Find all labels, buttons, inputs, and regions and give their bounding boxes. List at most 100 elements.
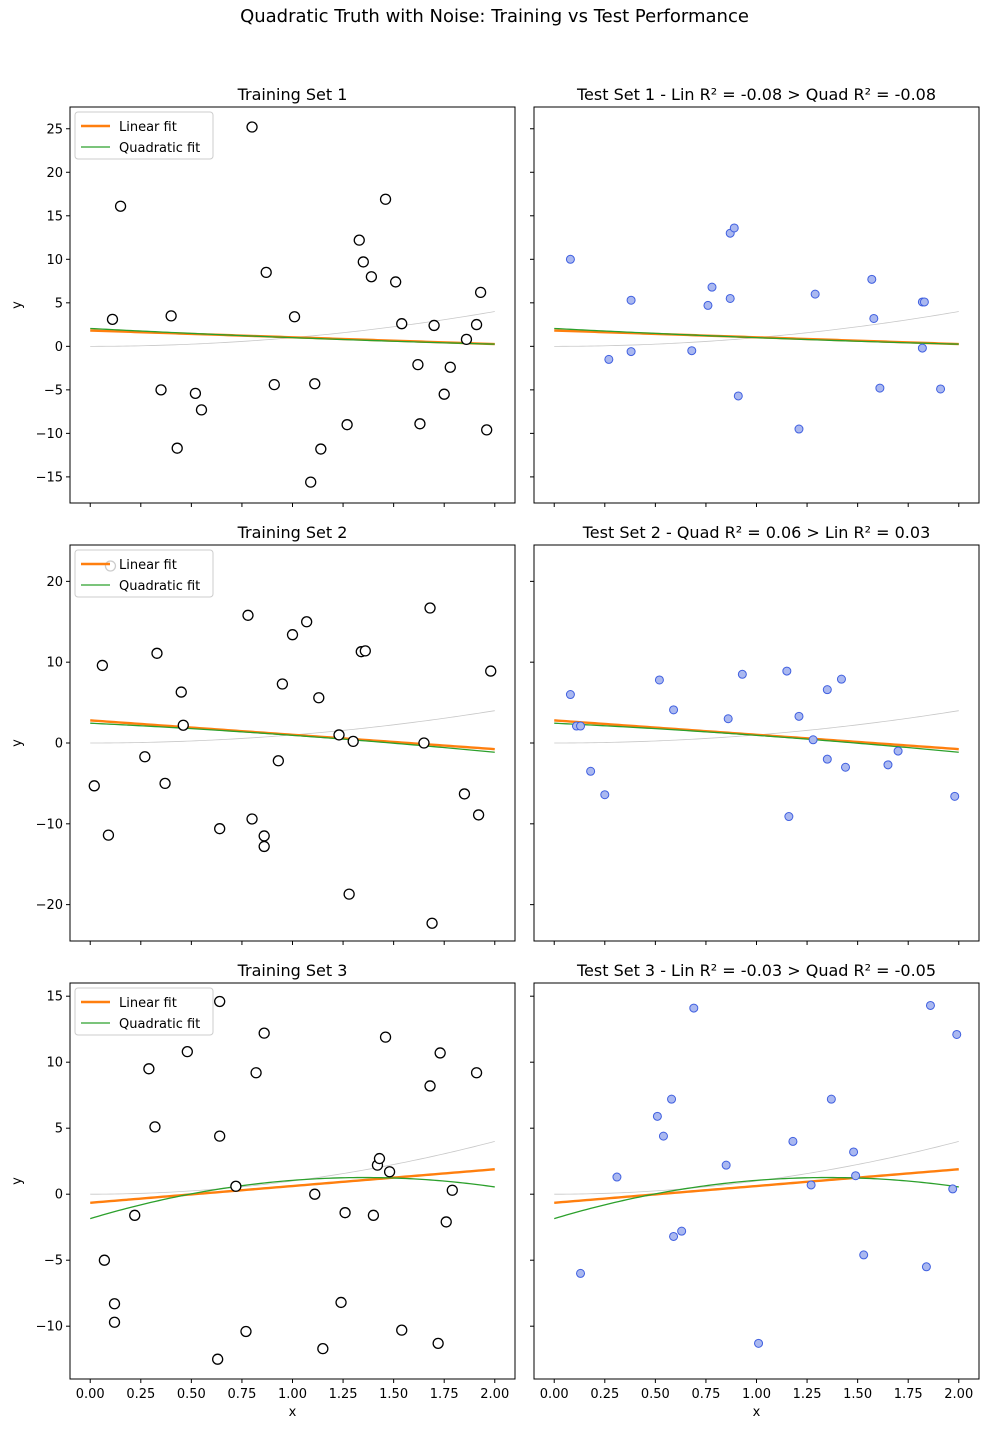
y-tick-label: 15: [46, 209, 63, 224]
x-tick-label: 0.50: [177, 1387, 206, 1402]
training-point: [214, 823, 226, 835]
test-point: [950, 791, 960, 801]
test-point: [729, 223, 739, 233]
training-point: [309, 1188, 321, 1200]
training-point: [317, 1342, 329, 1355]
plot-frame: [69, 982, 516, 1380]
quadratic-fit-curve: [554, 327, 959, 345]
test-point: [723, 714, 733, 724]
training-point: [195, 404, 208, 416]
training-point: [444, 361, 456, 373]
y-tick-label: −5: [44, 383, 63, 398]
test-point: [721, 1160, 731, 1170]
x-tick-label: 1.25: [793, 1387, 822, 1402]
training-point: [88, 780, 100, 792]
training-point: [149, 1121, 161, 1133]
test-point: [788, 1136, 798, 1146]
plot-frame: [533, 106, 980, 504]
test-point: [586, 766, 596, 776]
plot-area: [90, 121, 495, 488]
training-point: [258, 840, 270, 853]
test-point: [826, 1094, 836, 1104]
training-point: [347, 735, 359, 748]
y-tick-label: −20: [36, 898, 63, 913]
training-point: [343, 888, 355, 900]
training-point: [171, 442, 183, 454]
test-point: [849, 1147, 859, 1157]
x-tick-label: 2.00: [944, 1387, 973, 1402]
training-point: [214, 1130, 226, 1142]
plot-frame: [533, 982, 980, 1380]
subplot-5: Training Set 3 −10 −5 0 5 10 15 0.00 0.25 0.50 0.7…: [10, 961, 516, 1420]
subplot-title: Test Set 3 - Lin R² = -0.03 > Quad R² = …: [576, 961, 936, 980]
training-point: [446, 1184, 458, 1196]
training-point: [181, 1045, 193, 1058]
quadratic-fit-curve: [554, 1176, 959, 1220]
test-point: [626, 347, 636, 357]
x-tick-label: 0.25: [126, 1387, 155, 1402]
training-point: [365, 271, 378, 283]
training-point: [155, 384, 167, 396]
test-point: [859, 1250, 869, 1260]
test-point: [917, 343, 927, 353]
training-point: [357, 256, 369, 268]
legend-linear-label: Linear fit: [119, 558, 177, 573]
subplot-4: Test Set 2 - Quad R² = 0.06 > Lin R² = 0…: [530, 523, 980, 945]
subplot-2: Test Set 1 - Lin R² = -0.08 > Quad R² = …: [530, 85, 980, 507]
test-point: [576, 1268, 586, 1278]
y-tick-label: 10: [46, 656, 63, 671]
test-point: [810, 289, 820, 299]
y-tick-label: −10: [36, 427, 63, 442]
legend-quadratic-label: Quadratic fit: [119, 1017, 200, 1032]
test-point: [841, 762, 850, 772]
y-tick-label: −15: [36, 470, 63, 485]
test-point: [875, 383, 885, 393]
training-point: [246, 813, 258, 825]
plot-area: [554, 1000, 962, 1348]
test-point: [687, 346, 697, 356]
training-point: [250, 1067, 262, 1079]
training-point: [139, 751, 151, 763]
training-point: [106, 313, 119, 326]
y-tick-label: 5: [55, 1122, 63, 1137]
test-point: [883, 760, 893, 770]
subplot-title: Training Set 3: [237, 961, 348, 980]
subplot-title: Training Set 2: [237, 523, 348, 542]
training-point: [440, 1216, 452, 1228]
training-point: [481, 424, 493, 436]
training-point: [309, 378, 321, 390]
training-point: [434, 1047, 446, 1059]
x-tick-label: 1.50: [379, 1387, 408, 1402]
training-point: [333, 729, 345, 741]
training-point: [276, 678, 289, 690]
y-tick-label: −10: [36, 1320, 63, 1335]
test-point: [806, 1180, 816, 1190]
test-point: [869, 313, 879, 323]
training-point: [438, 388, 450, 400]
training-point: [396, 1324, 408, 1336]
plot-area: [90, 995, 495, 1365]
test-point: [669, 1231, 679, 1241]
training-point: [165, 310, 177, 322]
test-point: [822, 754, 832, 764]
training-point: [313, 692, 325, 704]
training-point: [428, 319, 440, 332]
training-point: [474, 286, 487, 299]
subplot-6: Test Set 3 - Lin R² = -0.03 > Quad R² = …: [530, 961, 980, 1420]
legend-quadratic-label: Quadratic fit: [119, 579, 200, 594]
training-point: [102, 829, 115, 841]
test-point: [604, 354, 614, 364]
training-point: [315, 443, 327, 455]
training-point: [258, 1027, 270, 1039]
linear-fit-line: [554, 1168, 959, 1204]
training-point: [470, 318, 483, 331]
x-axis-label: x: [753, 1405, 761, 1420]
legend-linear-label: Linear fit: [119, 996, 177, 1011]
legend: Linear fit Quadratic fit: [74, 987, 214, 1036]
training-point: [396, 318, 408, 330]
training-point: [341, 419, 353, 431]
y-tick-label: 15: [46, 990, 63, 1005]
y-axis-label: y: [10, 1177, 25, 1185]
y-tick-label: 0: [55, 1188, 63, 1203]
